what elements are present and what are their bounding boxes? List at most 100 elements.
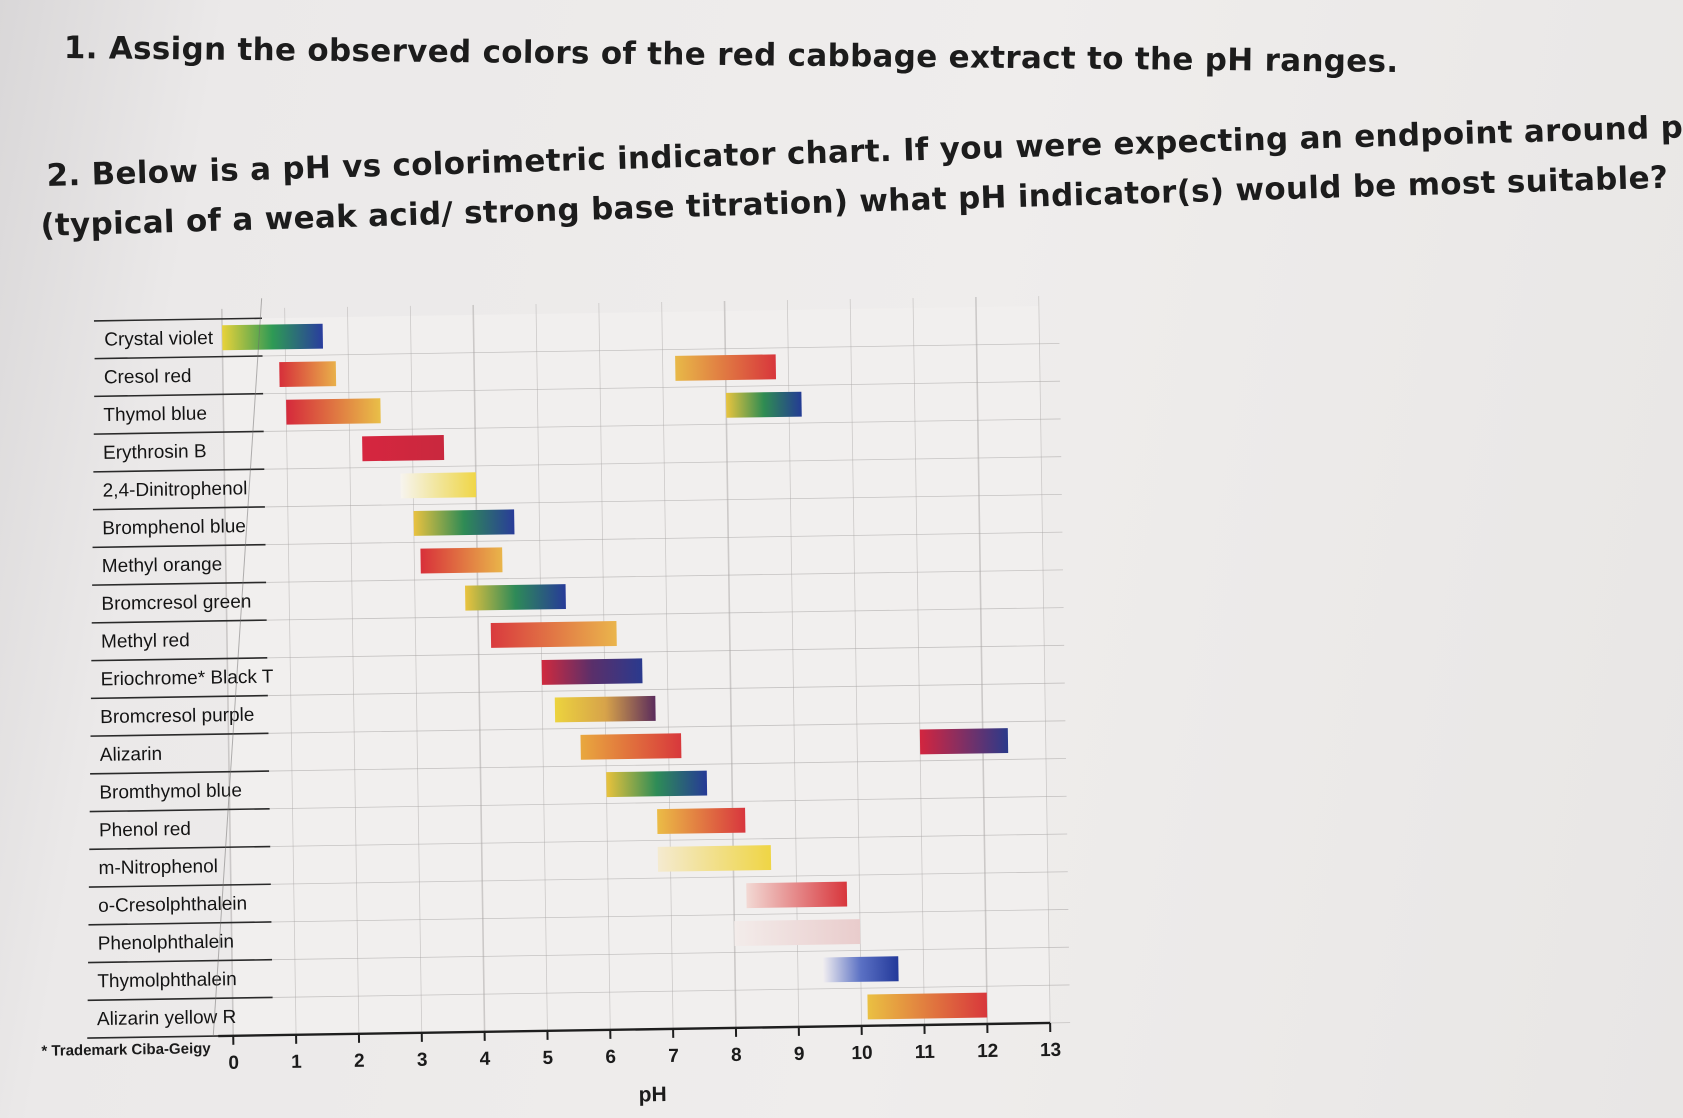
range-bar (675, 354, 777, 381)
x-tick-label: 7 (668, 1046, 679, 1067)
range-bar (362, 435, 445, 462)
indicator-label: Phenol red (99, 819, 191, 841)
range-bar (554, 695, 656, 723)
indicator-label: Crystal violet (104, 328, 214, 351)
row-gridline (262, 343, 1060, 357)
x-tick-label: 6 (605, 1047, 616, 1068)
indicator-label: Thymolphthalein (97, 969, 237, 992)
range-bar (222, 323, 324, 351)
range-bar (286, 398, 381, 425)
x-tick-label: 8 (731, 1045, 742, 1066)
label-divider (212, 298, 263, 1037)
row-gridline (267, 644, 1065, 659)
x-axis (218, 1021, 1051, 1038)
x-tick-label: 9 (794, 1044, 805, 1065)
x-tick-label: 0 (228, 1053, 239, 1074)
row-separator (87, 996, 273, 1002)
indicator-label: Bromphenol blue (102, 516, 246, 539)
gridline-ph-10 (849, 299, 863, 1026)
indicator-label: o-Cresolphthalein (98, 893, 247, 916)
indicator-label: Cresol red (104, 366, 192, 388)
gridline-ph-11 (912, 298, 925, 1025)
row-separator (89, 845, 271, 851)
row-separator (89, 807, 270, 813)
indicator-label: Methyl red (101, 630, 190, 652)
indicator-label: Eriochrome* Black T (100, 667, 274, 691)
x-tick-label: 2 (354, 1051, 365, 1072)
row-separator (92, 506, 265, 511)
row-gridline (263, 380, 1061, 395)
range-bar (867, 992, 988, 1020)
indicator-label: Alizarin yellow R (97, 1007, 237, 1030)
row-separator (88, 958, 273, 964)
x-tick-label: 3 (417, 1050, 428, 1071)
gridline-ph-13 (1038, 296, 1051, 1023)
range-bar (919, 728, 1009, 755)
gridline-ph-7 (661, 301, 674, 1029)
row-gridline (264, 494, 1062, 508)
row-separator (93, 430, 264, 435)
row-separator (93, 468, 265, 473)
range-bar (490, 621, 617, 648)
row-separator (94, 392, 264, 398)
gridline-ph-3 (409, 305, 423, 1033)
gridline-ph-2 (347, 306, 360, 1034)
x-tick-label: 12 (977, 1041, 998, 1062)
row-separator (90, 770, 270, 775)
gridline-ph-8 (723, 300, 737, 1028)
row-separator (92, 543, 266, 549)
row-gridline (270, 871, 1068, 885)
x-tick-label: 13 (1040, 1040, 1061, 1061)
range-bar (725, 391, 802, 418)
range-bar (822, 956, 899, 983)
row-separator (88, 883, 271, 888)
range-bar (465, 584, 566, 611)
x-tick-label: 10 (851, 1043, 872, 1064)
range-bar (734, 919, 861, 947)
gridline-ph-1 (284, 307, 297, 1035)
range-bar (400, 472, 477, 499)
range-bar (746, 881, 848, 909)
indicator-label: Thymol blue (103, 403, 207, 426)
x-tick-label: 5 (542, 1048, 553, 1069)
range-bar (413, 509, 515, 536)
row-gridline (269, 758, 1066, 772)
row-gridline (268, 720, 1066, 734)
trademark-footnote: * Trademark Ciba-Geigy (41, 1040, 211, 1060)
row-gridline (267, 682, 1065, 696)
indicator-label: Bromcresol green (101, 591, 251, 614)
indicator-label: Alizarin (100, 744, 163, 766)
range-bar (279, 361, 337, 388)
row-gridline (270, 833, 1068, 847)
row-separator (91, 619, 267, 624)
row-gridline (266, 607, 1064, 621)
gridline-ph-4 (472, 304, 486, 1032)
row-separator (88, 921, 272, 926)
row-gridline (271, 909, 1069, 923)
row-gridline (263, 418, 1061, 432)
row-separator (90, 732, 269, 737)
indicator-label: Methyl orange (102, 554, 223, 577)
row-separator (92, 581, 267, 586)
row-gridline (264, 456, 1062, 470)
gridline-ph-12 (975, 297, 989, 1024)
indicator-label: Erythrosin B (103, 441, 207, 464)
x-tick-label: 11 (915, 1042, 936, 1063)
row-separator (94, 355, 263, 360)
x-tick-label: 4 (480, 1049, 491, 1070)
row-gridline (272, 946, 1069, 961)
row-gridline (265, 531, 1063, 546)
range-bar (420, 547, 503, 574)
row-gridline (272, 984, 1070, 998)
x-axis-title: pH (639, 1083, 667, 1106)
header-rule (93, 317, 262, 322)
indicator-label: Phenolphthalein (98, 931, 235, 954)
indicator-label: m-Nitrophenol (98, 856, 218, 879)
range-bar (657, 807, 746, 835)
row-gridline (266, 569, 1064, 583)
range-bar (657, 845, 772, 872)
range-bar (606, 770, 708, 798)
indicator-label: Bromcresol purple (100, 705, 254, 728)
